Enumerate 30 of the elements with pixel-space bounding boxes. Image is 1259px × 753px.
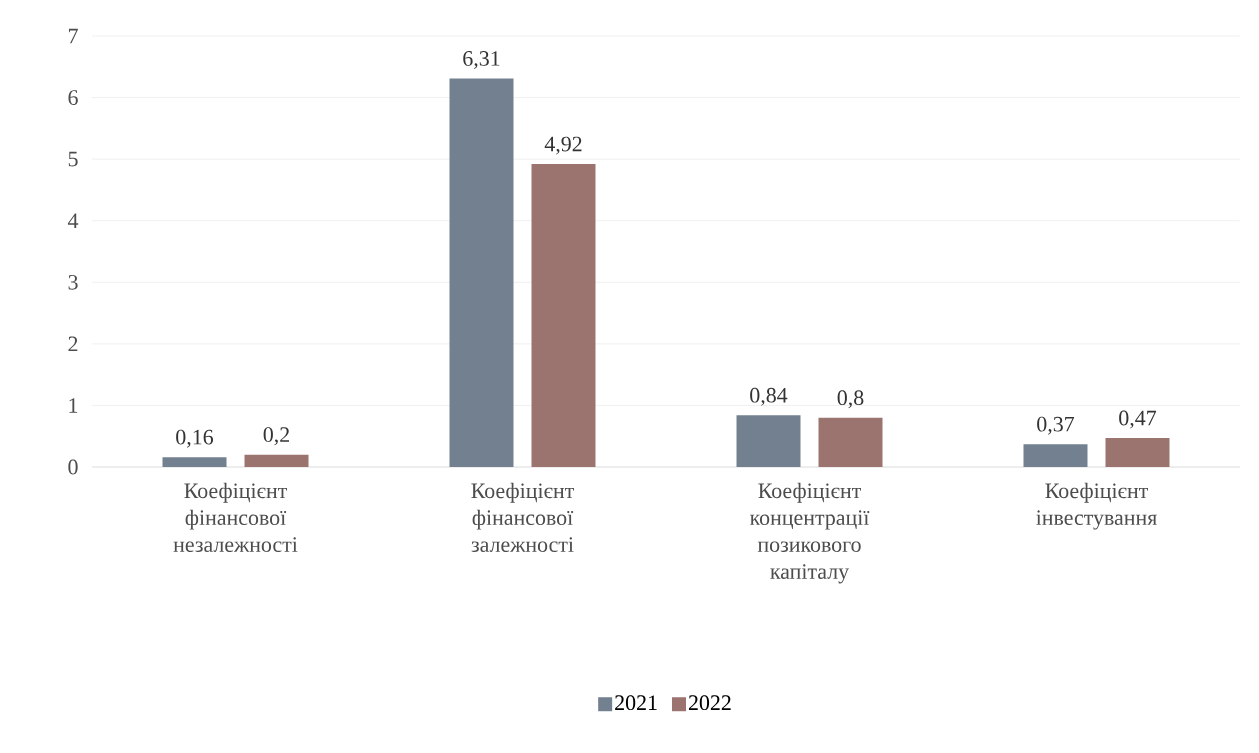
data-label: 4,92 [544,136,582,155]
y-tick-label: 6 [68,90,78,105]
x-tick-label: Коефіцієнт інвестування [1036,482,1157,530]
data-label: 0,8 [837,390,864,409]
x-tick-label: Коефіцієнт концентрації позикового капіталу [749,482,870,584]
bar [818,417,883,467]
data-label: 0,2 [263,427,289,446]
data-label: 6,31 [463,51,500,69]
y-tick-label: 7 [68,28,78,44]
bar [736,415,801,467]
legend-label: 2022 [688,695,731,711]
bar [162,457,227,467]
y-tick-label: 5 [68,151,78,167]
bar [1105,438,1170,467]
data-label: 0,47 [1119,410,1157,429]
x-tick-label: Коефіцієнт фінансової залежності [471,482,574,552]
bar [449,78,514,467]
x-tick-label: Коефіцієнт фінансової незалежності [173,482,298,552]
data-label: 0,16 [176,429,214,448]
y-tick-label: 1 [69,398,78,413]
data-label: 0,84 [750,387,788,406]
data-label: 0,37 [1037,416,1075,435]
y-tick-label: 2 [68,336,78,352]
bar [244,454,309,467]
y-tick-label: 3 [68,274,78,290]
bar [531,164,596,467]
legend-label: 2021 [615,695,657,711]
bar [1023,444,1088,467]
y-tick-label: 0 [68,459,78,475]
y-tick-label: 4 [67,213,79,228]
